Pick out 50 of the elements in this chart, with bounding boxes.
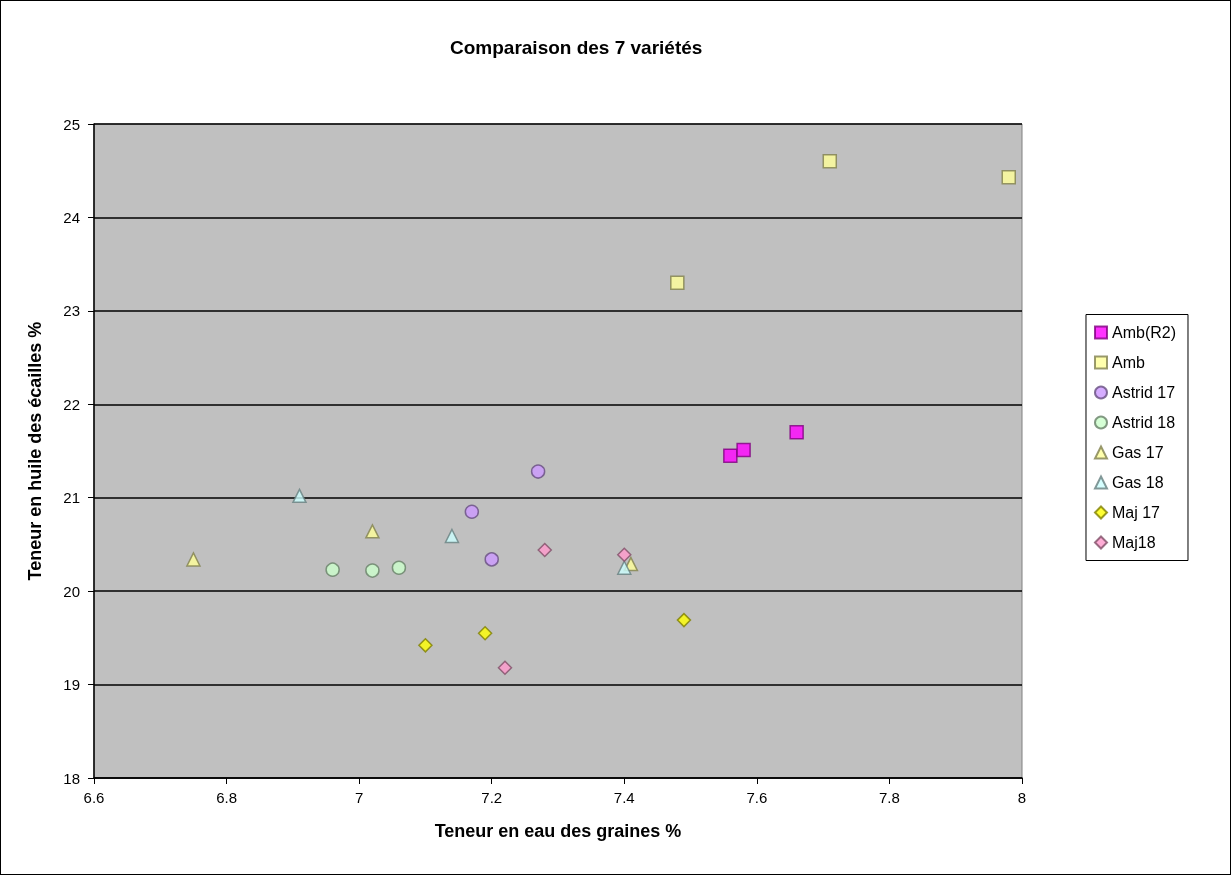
x-axis-title: Teneur en eau des graines % bbox=[434, 821, 682, 841]
point bbox=[365, 563, 380, 578]
point bbox=[670, 275, 685, 291]
point bbox=[676, 612, 692, 628]
point bbox=[822, 154, 838, 169]
x-tick-label: 7.8 bbox=[879, 789, 900, 806]
y-tick-label: 25 bbox=[63, 115, 80, 133]
point bbox=[325, 562, 340, 577]
point bbox=[365, 524, 380, 539]
y-tick-label: 18 bbox=[63, 769, 80, 787]
point bbox=[723, 448, 738, 463]
point bbox=[484, 552, 499, 567]
point bbox=[186, 552, 201, 567]
y-tick-label: 20 bbox=[63, 582, 80, 600]
point bbox=[530, 464, 546, 479]
x-tick-label: 7 bbox=[354, 789, 364, 806]
x-tick-label: 6.6 bbox=[83, 789, 105, 806]
point bbox=[497, 660, 513, 675]
x-tick-label: 7.4 bbox=[613, 789, 635, 806]
point bbox=[1001, 170, 1016, 185]
x-tick-label: 7.2 bbox=[481, 789, 503, 806]
legend-label: Maj18 bbox=[1111, 534, 1156, 551]
x-tick-label: 7.6 bbox=[746, 789, 768, 806]
point bbox=[789, 425, 804, 440]
legend-label: Astrid 17 bbox=[1111, 384, 1176, 401]
legend-label: Amb(R2) bbox=[1111, 324, 1177, 341]
point bbox=[391, 560, 407, 576]
chart-title: Comparaison des 7 variétés bbox=[450, 37, 703, 58]
point bbox=[464, 504, 480, 519]
y-tick-label: 19 bbox=[63, 676, 80, 694]
y-axis-title: Teneur en huile des écailles % bbox=[25, 321, 45, 581]
point bbox=[444, 528, 460, 544]
legend-label: Astrid 18 bbox=[1111, 414, 1176, 431]
legend-label: Gas 18 bbox=[1111, 474, 1164, 491]
point bbox=[477, 625, 493, 641]
legend-label: Maj 17 bbox=[1111, 504, 1161, 521]
x-tick-label: 6.8 bbox=[216, 789, 237, 806]
legend-label: Amb bbox=[1111, 354, 1145, 371]
y-tick-label: 22 bbox=[63, 395, 80, 413]
point bbox=[617, 547, 632, 562]
point bbox=[736, 442, 751, 458]
y-tick-label: 21 bbox=[63, 489, 80, 507]
legend-label: Gas 17 bbox=[1111, 444, 1164, 461]
point bbox=[292, 488, 307, 504]
y-tick-label: 23 bbox=[63, 302, 80, 320]
point bbox=[617, 560, 632, 576]
point bbox=[537, 542, 552, 558]
x-tick-label: 8 bbox=[1017, 789, 1027, 806]
y-tick-label: 24 bbox=[63, 208, 80, 226]
point bbox=[418, 638, 433, 653]
